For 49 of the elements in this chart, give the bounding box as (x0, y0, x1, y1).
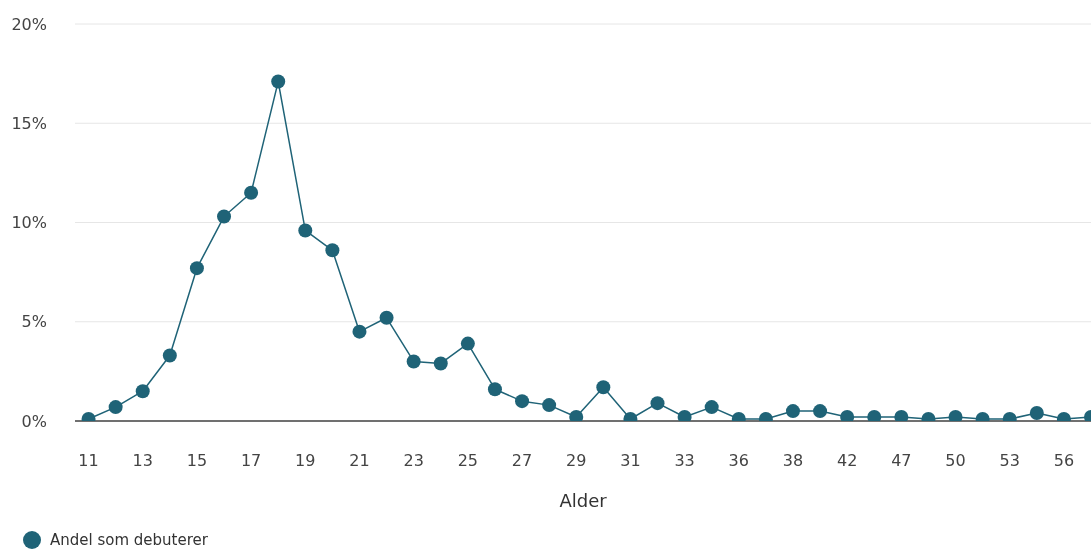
x-tick-label: 25 (457, 451, 479, 471)
x-tick-label: 47 (891, 451, 912, 471)
point (650, 396, 665, 411)
point (298, 223, 313, 238)
x-tick-label: 13 (132, 451, 153, 471)
x-tick-label: 33 (674, 451, 695, 471)
x-tick-label: 50 (945, 451, 966, 471)
point (189, 261, 204, 276)
point (135, 384, 150, 399)
x-axis-title: Alder (559, 490, 608, 511)
point (271, 74, 286, 89)
x-tick-label: 21 (349, 451, 370, 471)
y-tick-label: 0% (21, 411, 47, 431)
y-tick-label: 5% (21, 312, 47, 332)
point (108, 400, 123, 415)
point (433, 356, 448, 371)
y-tick-label: 15% (11, 113, 47, 133)
point (162, 348, 177, 363)
point (813, 404, 828, 419)
x-tick-label: 56 (1053, 451, 1075, 471)
point (379, 310, 394, 325)
point (244, 185, 259, 200)
x-tick-label: 15 (186, 451, 208, 471)
y-tick-label: 10% (11, 213, 47, 233)
point (217, 209, 232, 224)
x-tick-label: 36 (728, 451, 749, 471)
point (487, 382, 502, 397)
legend-label: Andel som debuterer (50, 531, 208, 549)
point (704, 400, 719, 415)
x-tick-label: 53 (999, 451, 1020, 471)
x-tick-label: 29 (566, 451, 587, 471)
point (325, 243, 340, 258)
point (460, 336, 475, 351)
x-tick-label: 11 (78, 451, 99, 471)
point (406, 354, 421, 369)
point (1029, 406, 1044, 421)
x-tick-label: 23 (403, 451, 424, 471)
x-tick-label: 42 (836, 451, 858, 471)
point (515, 394, 530, 409)
x-tick-label: 27 (511, 451, 533, 471)
point (596, 380, 611, 395)
x-tick-label: 17 (240, 451, 262, 471)
x-tick-label: 19 (295, 451, 316, 471)
point (542, 398, 557, 413)
y-tick-label: 20% (11, 14, 47, 34)
point (352, 324, 367, 339)
x-tick-label: 31 (620, 451, 641, 471)
x-tick-label: 38 (782, 451, 804, 471)
point (785, 404, 800, 419)
